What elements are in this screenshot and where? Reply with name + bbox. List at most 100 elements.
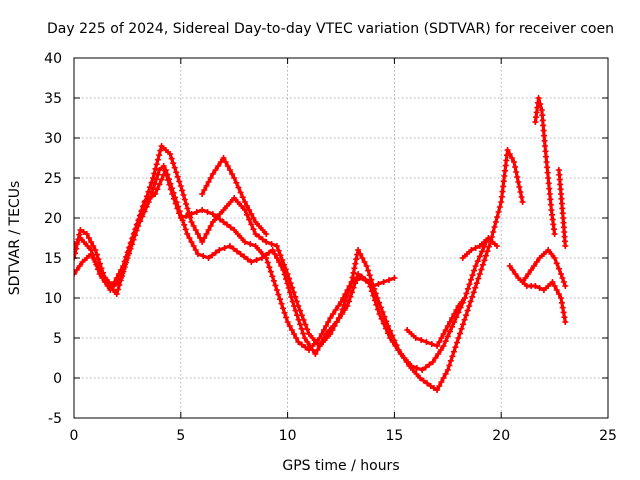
data-point <box>417 375 424 381</box>
data-point <box>230 245 237 252</box>
data-point <box>231 175 238 181</box>
data-point <box>428 341 435 347</box>
data-point <box>188 239 195 245</box>
data-point <box>224 203 231 209</box>
data-point <box>157 147 164 154</box>
data-point <box>353 256 360 263</box>
data-point <box>250 226 257 233</box>
data-point <box>540 287 547 293</box>
x-tick-label: 15 <box>385 428 403 444</box>
data-point <box>244 256 251 263</box>
data-point <box>181 221 188 228</box>
data-point <box>471 267 478 274</box>
data-point <box>511 159 518 165</box>
x-axis-title: GPS time / hours <box>282 458 399 474</box>
data-point <box>362 276 369 283</box>
data-point <box>444 323 451 329</box>
data-point <box>297 321 304 328</box>
data-point <box>145 196 152 203</box>
data-point <box>447 357 454 364</box>
data-point <box>332 307 339 313</box>
data-point <box>85 235 92 241</box>
data-point <box>80 239 87 245</box>
data-point <box>213 215 220 221</box>
data-point <box>476 253 483 260</box>
data-point <box>188 219 195 225</box>
data-point <box>365 279 372 285</box>
data-point <box>551 255 558 261</box>
data-point <box>235 184 242 191</box>
data-point <box>355 271 362 277</box>
data-point <box>270 277 277 284</box>
data-point <box>172 194 179 201</box>
data-point <box>98 271 105 277</box>
data-point <box>281 271 288 278</box>
data-point <box>350 269 357 276</box>
data-point <box>273 287 280 293</box>
data-point <box>158 176 165 183</box>
data-point <box>353 275 360 282</box>
data-point <box>275 247 282 254</box>
data-point <box>461 316 468 323</box>
data-point <box>438 335 445 341</box>
data-point <box>491 224 498 230</box>
data-point <box>553 287 560 293</box>
data-point <box>227 224 234 231</box>
data-point <box>256 247 263 253</box>
data-point <box>74 239 81 245</box>
data-point <box>117 267 124 273</box>
data-point <box>83 255 90 261</box>
data-point <box>313 339 320 345</box>
data-point <box>285 285 292 291</box>
y-tick-label: -5 <box>48 411 62 427</box>
data-point <box>227 199 234 205</box>
data-point <box>379 309 386 315</box>
data-point <box>246 207 253 213</box>
series-track-f <box>459 235 500 261</box>
data-point <box>176 178 183 185</box>
data-point <box>432 355 439 361</box>
data-point <box>107 287 114 293</box>
y-tick-label: 35 <box>44 91 62 107</box>
data-point <box>275 291 282 298</box>
data-point <box>276 296 283 303</box>
data-point <box>446 328 453 335</box>
data-point <box>397 351 404 357</box>
data-point <box>152 191 159 197</box>
data-point <box>284 280 291 287</box>
data-point <box>192 227 199 233</box>
y-axis-title: SDTVAR / TECUs <box>7 181 23 296</box>
data-point <box>444 367 451 373</box>
data-point <box>495 209 502 215</box>
data-point <box>298 325 305 332</box>
data-point <box>335 303 342 309</box>
data-point <box>209 252 216 259</box>
data-point <box>342 297 349 304</box>
data-point <box>314 347 321 353</box>
data-point <box>113 291 120 297</box>
data-point <box>173 169 180 176</box>
data-point <box>258 255 265 261</box>
data-point <box>538 107 545 113</box>
data-point <box>345 288 352 295</box>
data-point <box>256 233 263 240</box>
data-point <box>341 301 348 308</box>
data-point <box>500 183 507 190</box>
y-tick-label: 15 <box>44 251 62 267</box>
data-point <box>168 155 175 162</box>
data-point <box>352 280 359 287</box>
data-point <box>150 175 157 181</box>
data-point <box>382 325 389 332</box>
data-point <box>226 167 233 173</box>
x-tick-label: 25 <box>599 428 617 444</box>
data-point <box>80 229 87 235</box>
x-tick-label: 5 <box>176 428 185 444</box>
data-point <box>94 263 101 269</box>
data-point <box>132 226 139 233</box>
data-point <box>559 304 566 311</box>
data-point <box>259 227 266 233</box>
data-point <box>246 216 253 223</box>
data-point <box>330 323 337 329</box>
data-point <box>339 311 346 317</box>
data-point <box>266 264 273 271</box>
